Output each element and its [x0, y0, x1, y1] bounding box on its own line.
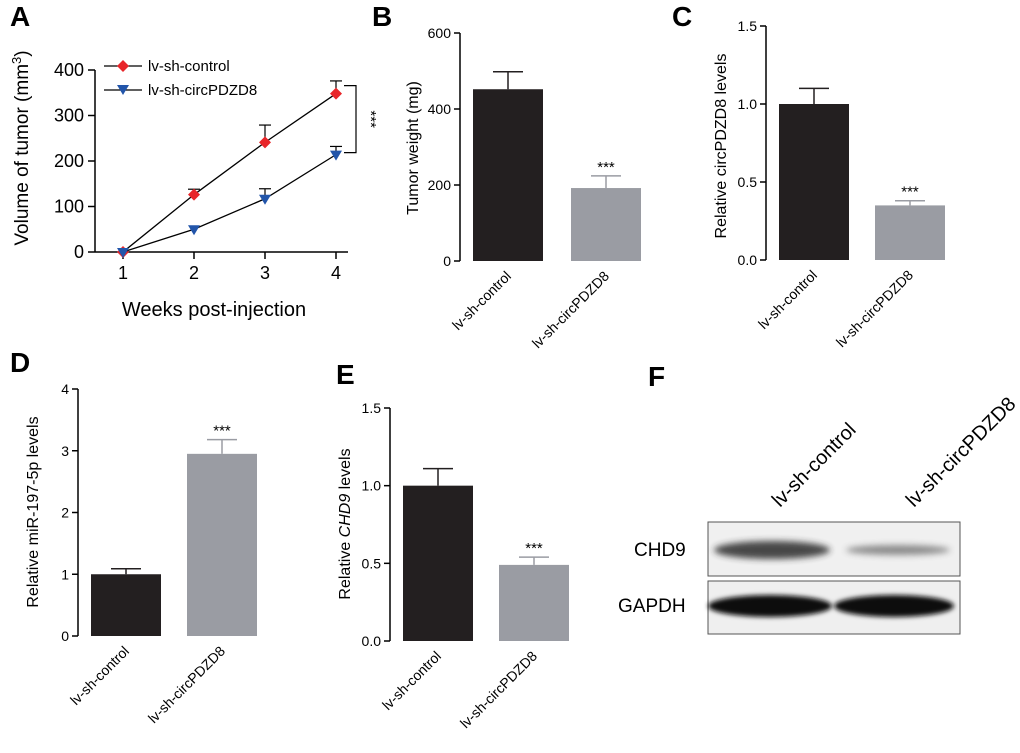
bar-circ [187, 453, 257, 636]
x-tick-label: 2 [189, 263, 199, 283]
bar-control [779, 104, 849, 260]
panel-label-e: E [336, 359, 355, 390]
data-point-circ [188, 225, 200, 236]
y-tick-label: 3 [61, 443, 69, 459]
y-tick-label: 0 [443, 253, 451, 269]
category-label: lv-sh-circPDZD8 [145, 643, 229, 727]
significance-label: *** [362, 110, 379, 128]
category-label: lv-sh-control [379, 648, 444, 713]
panel-a-xlabel: Weeks post-injection [122, 299, 306, 321]
panel-e-bar-chart: Relative CHD9 levels 0.0 0.5 1.0 1.5 lv-sh-c… [337, 400, 569, 731]
panel-label-b: B [372, 1, 392, 32]
y-tick-label: 0.5 [362, 555, 382, 571]
panel-label-f: F [648, 361, 665, 392]
category-label: lv-sh-circPDZD8 [457, 648, 541, 732]
blot-row-label-gapdh: GAPDH [618, 596, 686, 617]
significance-label: *** [901, 184, 919, 201]
panel-d-ylabel: Relative miR-197-5p levels [25, 416, 42, 607]
panel-a-line-chart: Volume of tumor (mm3) Weeks post-injecti… [9, 50, 379, 321]
y-tick-label: 400 [54, 60, 84, 80]
panel-c-ylabel: Relative circPDZD8 levels [713, 54, 730, 239]
y-tick-label: 2 [61, 505, 69, 521]
data-point-circ [117, 248, 129, 258]
panel-label-a: A [10, 1, 30, 32]
band-chd9-circ [846, 545, 950, 555]
panel-label-c: C [672, 1, 692, 32]
panel-b-bar-chart: Tumor weight (mg) 0 200 400 600 lv-sh-contro… [405, 25, 641, 351]
panel-label-d: D [10, 347, 30, 378]
category-label: lv-sh-control [449, 268, 514, 333]
legend-label-circ: lv-sh-circPDZD8 [148, 82, 257, 99]
y-tick-label: 0.0 [362, 633, 382, 649]
legend-marker-circ [117, 85, 129, 95]
y-tick-label: 0.0 [738, 252, 758, 268]
blot-column-label-circ: lv-sh-circPDZD8 [902, 393, 1020, 511]
data-point-control [259, 136, 271, 149]
x-tick-label: 1 [118, 263, 128, 283]
category-label: lv-sh-control [67, 643, 132, 708]
category-label: lv-sh-circPDZD8 [833, 267, 917, 351]
blot-row-label-chd9: CHD9 [634, 540, 686, 561]
series-line-control [122, 93, 337, 253]
significance-label: *** [525, 540, 543, 557]
y-tick-label: 400 [428, 101, 452, 117]
series-line-circ [122, 154, 337, 253]
panel-f-western-blot: lv-sh-control lv-sh-circPDZD8 CHD9 GAPDH [618, 393, 1020, 635]
legend-marker-control [117, 60, 129, 72]
data-point-circ [259, 194, 271, 205]
bar-control [403, 485, 473, 641]
data-point-control [330, 87, 342, 100]
bar-control [473, 89, 543, 262]
y-tick-label: 0.5 [738, 174, 758, 190]
y-tick-label: 0 [61, 628, 69, 644]
y-tick-label: 200 [428, 177, 452, 193]
y-tick-label: 1.5 [362, 400, 382, 416]
legend-label-control: lv-sh-control [148, 58, 230, 75]
category-label: lv-sh-circPDZD8 [529, 268, 613, 352]
bar-circ [499, 564, 569, 641]
panel-a-legend: lv-sh-control lv-sh-circPDZD8 [104, 58, 257, 99]
category-label: lv-sh-control [755, 267, 820, 332]
significance-label: *** [213, 423, 231, 440]
panel-b-ylabel: Tumor weight (mg) [405, 81, 422, 215]
data-point-circ [330, 150, 342, 161]
y-tick-label: 1 [61, 566, 69, 582]
band-chd9-control [714, 541, 830, 559]
y-tick-label: 100 [54, 197, 84, 217]
y-tick-label: 4 [61, 381, 69, 397]
x-tick-label: 3 [260, 263, 270, 283]
x-tick-label: 4 [331, 263, 341, 283]
panel-a-ylabel: Volume of tumor (mm3) [9, 50, 33, 245]
significance-label: *** [597, 159, 615, 176]
blot-column-label-control: lv-sh-control [768, 419, 861, 512]
panel-c-bar-chart: Relative circPDZD8 levels 0.0 0.5 1.0 1.5 lv… [713, 18, 945, 350]
y-tick-label: 0 [74, 242, 84, 262]
panel-d-bar-chart: Relative miR-197-5p levels 0 1 2 3 4 lv-sh-co… [25, 381, 257, 726]
y-tick-label: 300 [54, 106, 84, 126]
band-gapdh-circ [834, 595, 954, 617]
panel-e-ylabel: Relative CHD9 levels [337, 448, 354, 599]
y-tick-label: 1.0 [362, 478, 382, 494]
bar-circ [875, 205, 945, 260]
y-tick-label: 600 [428, 25, 452, 41]
data-point-control [188, 188, 200, 201]
band-gapdh-control [708, 595, 832, 617]
significance-bracket [344, 85, 357, 154]
bar-circ [571, 188, 641, 261]
y-tick-label: 200 [54, 151, 84, 171]
y-tick-label: 1.5 [738, 18, 758, 34]
y-tick-label: 1.0 [738, 96, 758, 112]
bar-control [91, 574, 161, 636]
